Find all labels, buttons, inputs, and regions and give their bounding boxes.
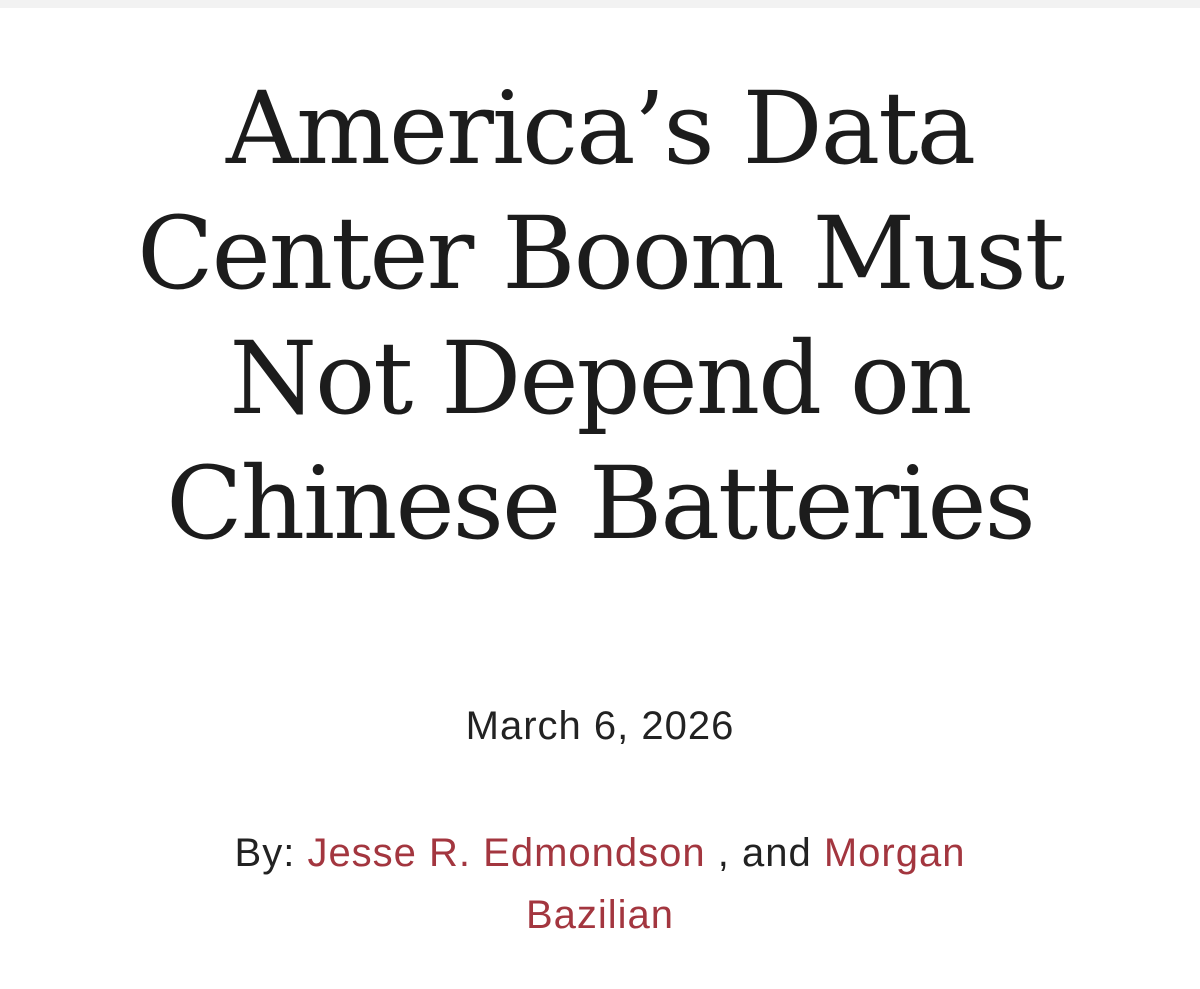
byline-prefix: By: <box>234 831 296 875</box>
byline-line-1: By: Jesse R. Edmondson , and Morgan <box>0 822 1200 884</box>
headline-line-1: America’s Data <box>225 70 976 187</box>
publication-date: March 6, 2026 <box>465 704 735 748</box>
author-link-morgan-bazilian-second[interactable]: Bazilian <box>525 893 675 937</box>
headline-line-2: Center Boom Must <box>137 195 1065 312</box>
headline-line-4: Chinese Batteries <box>166 445 1036 562</box>
author-link-jesse-edmondson[interactable]: Jesse R. Edmondson <box>307 831 706 875</box>
top-strip <box>0 0 1200 8</box>
byline-line-2: Bazilian <box>0 884 1200 946</box>
byline-separator: , and <box>717 831 812 875</box>
byline: By: Jesse R. Edmondson , and Morgan Bazi… <box>0 822 1200 946</box>
headline-line-3: Not Depend on <box>229 320 972 437</box>
author-link-morgan-bazilian-first[interactable]: Morgan <box>823 831 966 875</box>
article-headline: America’s Data Center Boom Must Not Depe… <box>60 66 1140 566</box>
